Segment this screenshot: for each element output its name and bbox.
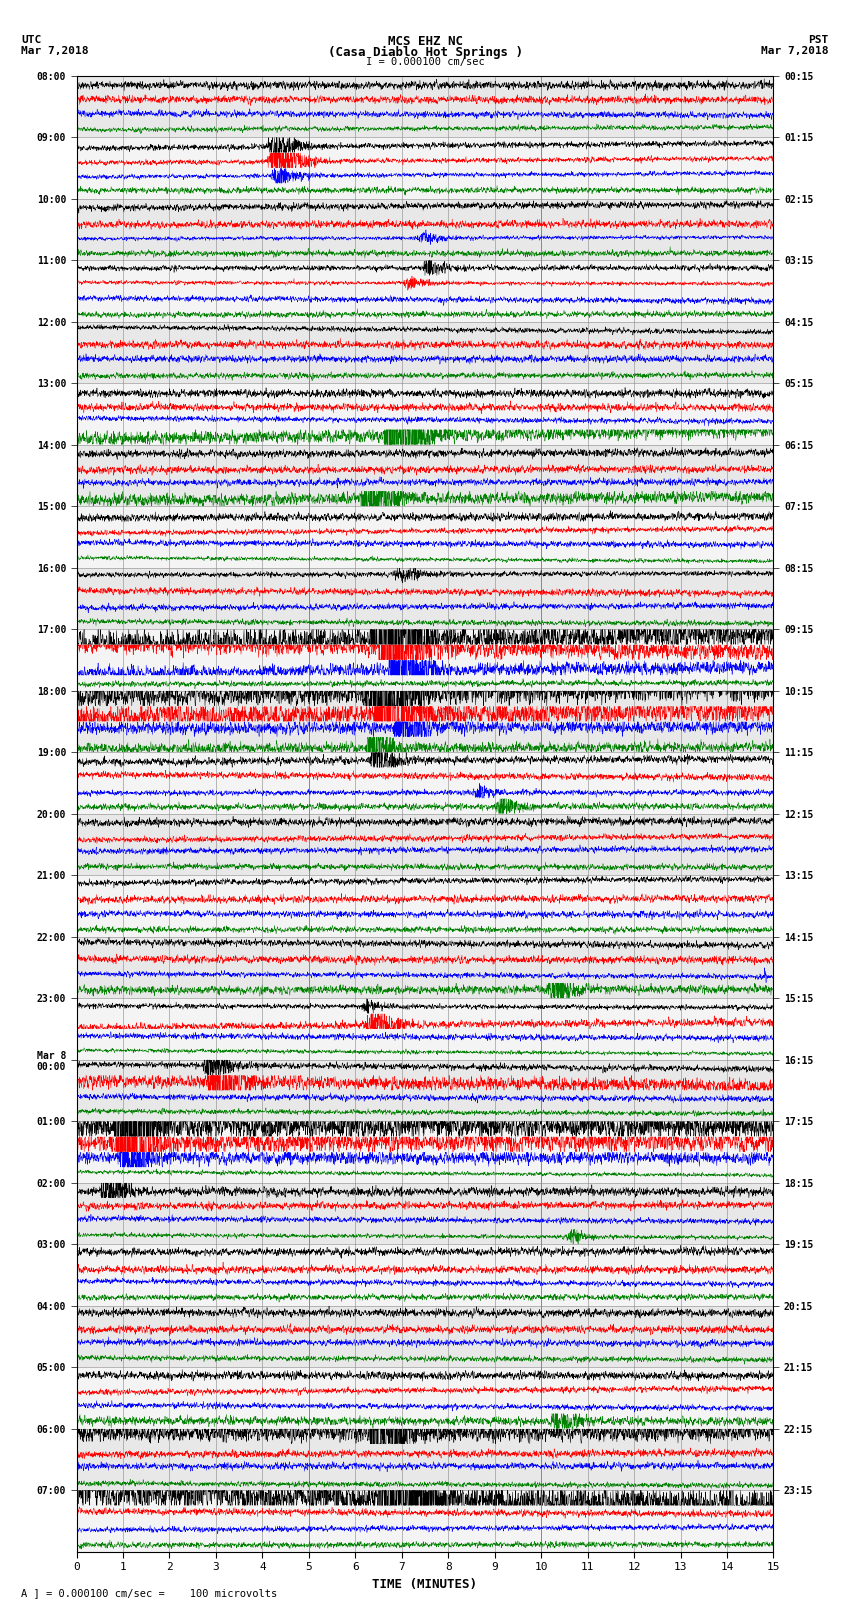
Bar	[76, 1121, 774, 1182]
Bar	[76, 1490, 774, 1552]
Bar	[76, 568, 774, 629]
Bar	[76, 1429, 774, 1490]
Bar	[76, 690, 774, 752]
Bar	[76, 506, 774, 568]
Bar	[76, 1368, 774, 1429]
Text: UTC: UTC	[21, 35, 42, 45]
Bar	[76, 137, 774, 198]
Bar	[76, 1060, 774, 1121]
Text: MCS EHZ NC: MCS EHZ NC	[388, 35, 462, 48]
Bar	[76, 752, 774, 815]
Bar	[76, 323, 774, 384]
Bar	[76, 198, 774, 260]
Text: A ] = 0.000100 cm/sec =    100 microvolts: A ] = 0.000100 cm/sec = 100 microvolts	[21, 1589, 277, 1598]
Bar	[76, 937, 774, 998]
Text: Mar 7,2018: Mar 7,2018	[762, 45, 829, 56]
Text: (Casa Diablo Hot Springs ): (Casa Diablo Hot Springs )	[327, 45, 523, 60]
Text: Mar 7,2018: Mar 7,2018	[21, 45, 88, 56]
Bar	[76, 260, 774, 323]
Bar	[76, 1244, 774, 1307]
Bar	[76, 629, 774, 690]
Text: I = 0.000100 cm/sec: I = 0.000100 cm/sec	[366, 58, 484, 68]
Bar	[76, 76, 774, 137]
Bar	[76, 384, 774, 445]
Bar	[76, 815, 774, 876]
X-axis label: TIME (MINUTES): TIME (MINUTES)	[372, 1578, 478, 1590]
Bar	[76, 876, 774, 937]
Bar	[76, 1182, 774, 1244]
Bar	[76, 998, 774, 1060]
Bar	[76, 1307, 774, 1368]
Text: PST: PST	[808, 35, 829, 45]
Bar	[76, 445, 774, 506]
